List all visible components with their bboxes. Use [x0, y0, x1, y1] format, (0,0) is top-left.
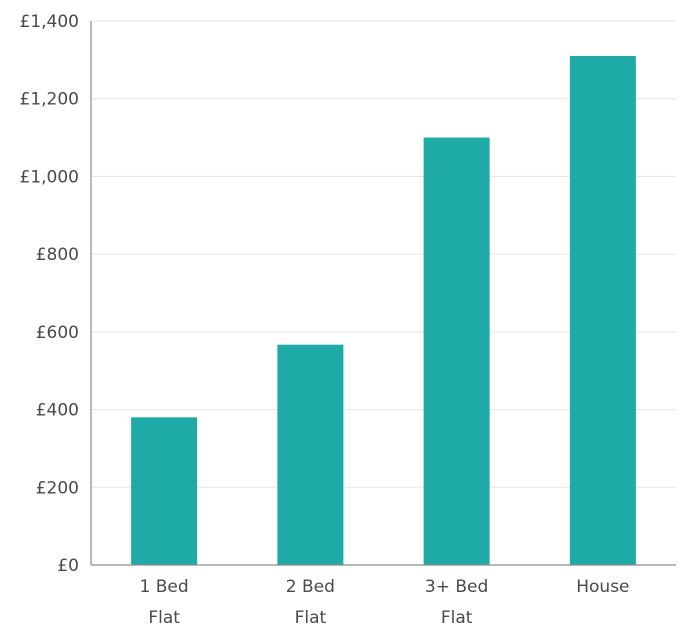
- x-tick-label: 3+ Bed Flat: [425, 577, 488, 628]
- bar: [423, 137, 490, 566]
- y-tick-label: £400: [36, 401, 79, 421]
- gridlines: [91, 20, 676, 488]
- y-tick-label: £600: [36, 323, 79, 343]
- x-tick-label: 1 Bed Flat: [140, 577, 189, 628]
- bars: [131, 55, 636, 566]
- y-tick-label: £1,000: [20, 167, 79, 187]
- y-tick-label: £1,400: [20, 12, 79, 32]
- bar: [131, 417, 198, 565]
- axes: [90, 21, 676, 566]
- x-tick-label: House: [576, 577, 629, 597]
- x-tick-label: 2 Bed Flat: [286, 577, 335, 628]
- y-tick-labels: £0 £200 £400 £600 £800 £1,000 £1,200 £1,400: [20, 12, 79, 576]
- x-tick-labels: 1 Bed Flat 2 Bed Flat 3+ Bed Flat House: [140, 577, 630, 628]
- y-tick-label: £1,200: [20, 90, 79, 110]
- bar: [277, 344, 344, 565]
- y-tick-label: £200: [36, 478, 79, 498]
- y-tick-label: £0: [57, 556, 79, 576]
- bar: [569, 55, 636, 565]
- y-tick-label: £800: [36, 245, 79, 265]
